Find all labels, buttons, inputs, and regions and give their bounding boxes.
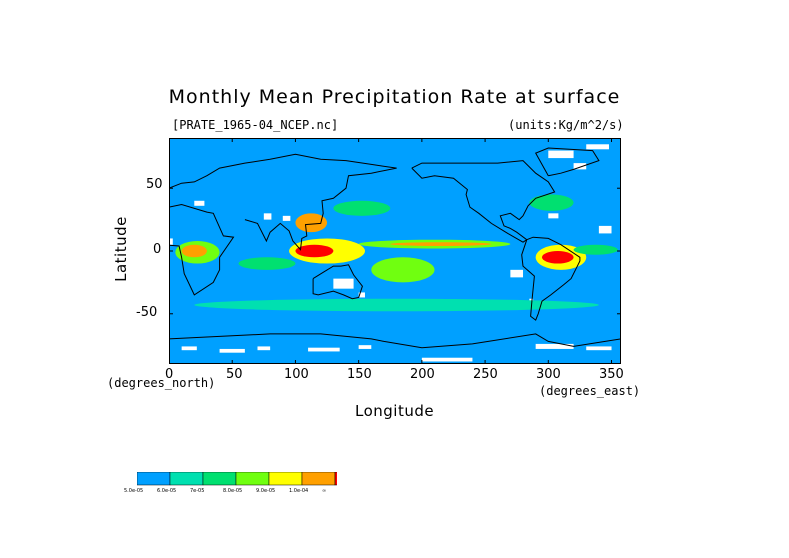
plot-area [169,138,621,364]
colorbar-label: 1.0e-04 [289,488,309,494]
missing-data-cell [535,343,574,349]
coastline [521,236,581,321]
precip-region [238,257,296,270]
colorbar-swatch [202,472,237,486]
y-tick-label: 0 [153,242,162,257]
coastline [169,153,397,189]
y-axis-label: Latitude [112,216,130,282]
precip-region [333,200,391,216]
missing-data-cell [548,213,559,219]
colorbar-swatch [137,472,171,486]
missing-data-cell [181,346,197,351]
precip-region [371,257,435,283]
missing-data-cell [358,292,365,298]
colorbar-swatch [268,472,303,486]
x-tick-label: 50 [226,367,243,382]
chart-title: Monthly Mean Precipitation Rate at surfa… [168,86,621,108]
colorbar-label: 8.0e-05 [223,488,243,494]
x-tick-label: 200 [410,367,435,382]
x-tick-label: 300 [536,367,561,382]
missing-data-cell [333,278,354,289]
missing-data-cell [358,345,372,349]
precip-region [295,213,328,233]
x-tick-label: 250 [473,367,498,382]
coastline [244,167,397,251]
colorbar-swatch [301,472,336,486]
coastline [534,147,600,177]
missing-data-cell [169,238,173,245]
colorbar-label: 6.0e-05 [157,488,177,494]
colorbar-label: ∞ [322,488,327,494]
coastline [169,203,235,296]
missing-data-cell [263,213,272,220]
precip-region [541,251,574,264]
precip-region [573,244,618,255]
missing-data-cell [586,144,609,150]
precip-region [295,244,334,258]
missing-data-cell [510,269,524,278]
x-tick-label: 350 [599,367,624,382]
colorbar-swatch [235,472,270,486]
missing-data-cell [282,215,291,221]
colorbar-label: 7e-05 [190,488,205,494]
missing-data-cell [421,357,473,362]
x-tick-label: 0 [165,367,174,382]
colorbar [137,472,337,486]
missing-data-cell [586,346,612,351]
missing-data-cell [308,347,340,352]
precip-region [181,244,207,258]
coastline [169,333,621,349]
precip-region [529,194,574,211]
units-label: (units:Kg/m^2/s) [508,118,624,132]
x-tick-label: 100 [284,367,309,382]
coastline [312,264,363,300]
x-axis-label: Longitude [355,402,435,420]
missing-data-cell [573,163,587,170]
missing-data-cell [548,150,574,159]
source-label: [PRATE_1965-04_NCEP.nc] [172,118,339,132]
colorbar-label: 9.0e-05 [256,488,276,494]
precip-region [390,242,492,246]
precip-region [194,298,599,312]
colorbar-swatch [334,472,337,486]
missing-data-cell [194,200,205,206]
y-unit-label: (degrees_north) [107,376,216,390]
missing-data-cell [219,348,245,353]
missing-data-cell [598,225,612,234]
x-tick-label: 150 [347,367,372,382]
y-tick-label: 50 [146,177,163,192]
colorbar-label: 5.0e-05 [124,488,144,494]
y-tick-label: -50 [136,305,158,320]
x-unit-label: (degrees_east) [539,384,641,398]
coastline [411,160,556,243]
colorbar-swatch [169,472,204,486]
missing-data-cell [257,346,271,351]
